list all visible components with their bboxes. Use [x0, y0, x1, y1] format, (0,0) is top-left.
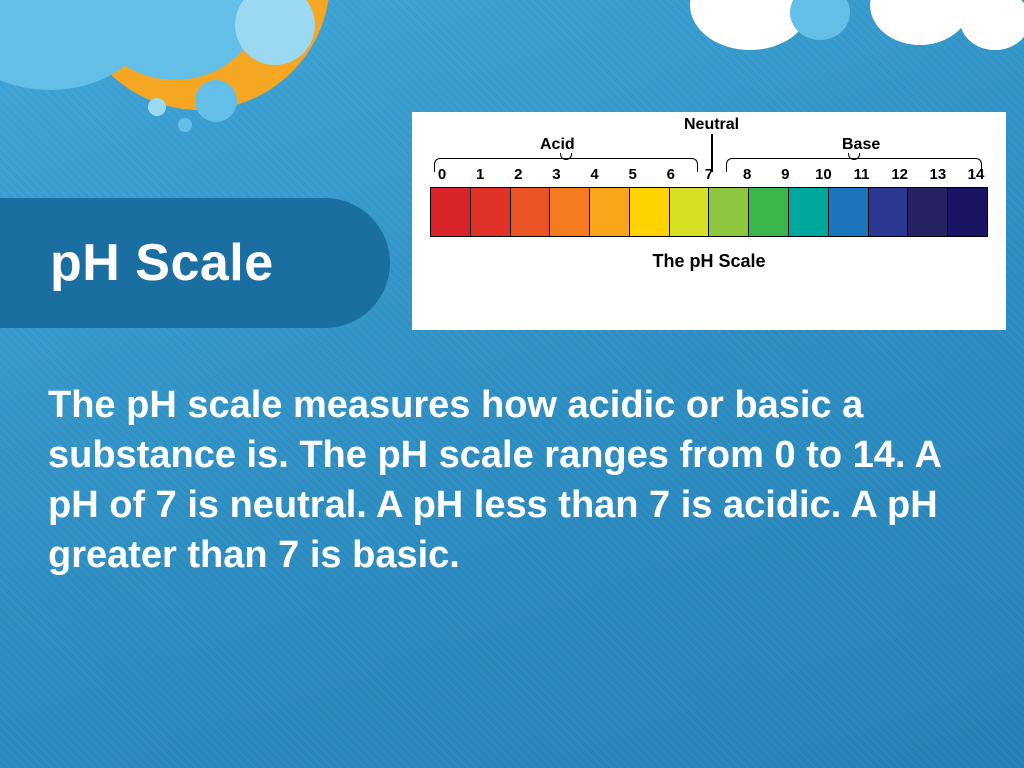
brace-acid [434, 158, 698, 172]
cloud-dot [148, 98, 166, 116]
slide-title: pH Scale [50, 233, 274, 293]
cloud-shape [790, 0, 850, 40]
label-base: Base [842, 136, 880, 154]
ph-color-segment [511, 188, 551, 236]
ph-number: 7 [699, 166, 719, 183]
label-acid: Acid [540, 136, 575, 154]
brace-base [726, 158, 982, 172]
cloud-dot [195, 80, 237, 122]
neutral-indicator-line [711, 134, 713, 172]
ph-color-segment [670, 188, 710, 236]
ph-color-segment [789, 188, 829, 236]
cloud-shape [870, 0, 970, 45]
cloud-dot [178, 118, 192, 132]
label-neutral: Neutral [684, 116, 739, 134]
ph-color-segment [749, 188, 789, 236]
slide-body-text: The pH scale measures how acidic or basi… [48, 380, 968, 581]
chart-title: The pH Scale [430, 251, 988, 272]
ph-color-segment [908, 188, 948, 236]
ph-color-segment [869, 188, 909, 236]
ph-color-segment [829, 188, 869, 236]
ph-color-segment [709, 188, 749, 236]
ph-scale-chart: Acid Neutral Base 01234567891011121314 T… [412, 112, 1006, 330]
ph-color-segment [948, 188, 987, 236]
ph-color-segment [471, 188, 511, 236]
cloud-shape [960, 0, 1024, 50]
ph-color-segment [431, 188, 471, 236]
title-pill: pH Scale [0, 198, 390, 328]
ph-color-segment [590, 188, 630, 236]
ph-color-segment [630, 188, 670, 236]
ph-color-segment [550, 188, 590, 236]
ph-color-bar [430, 187, 988, 237]
